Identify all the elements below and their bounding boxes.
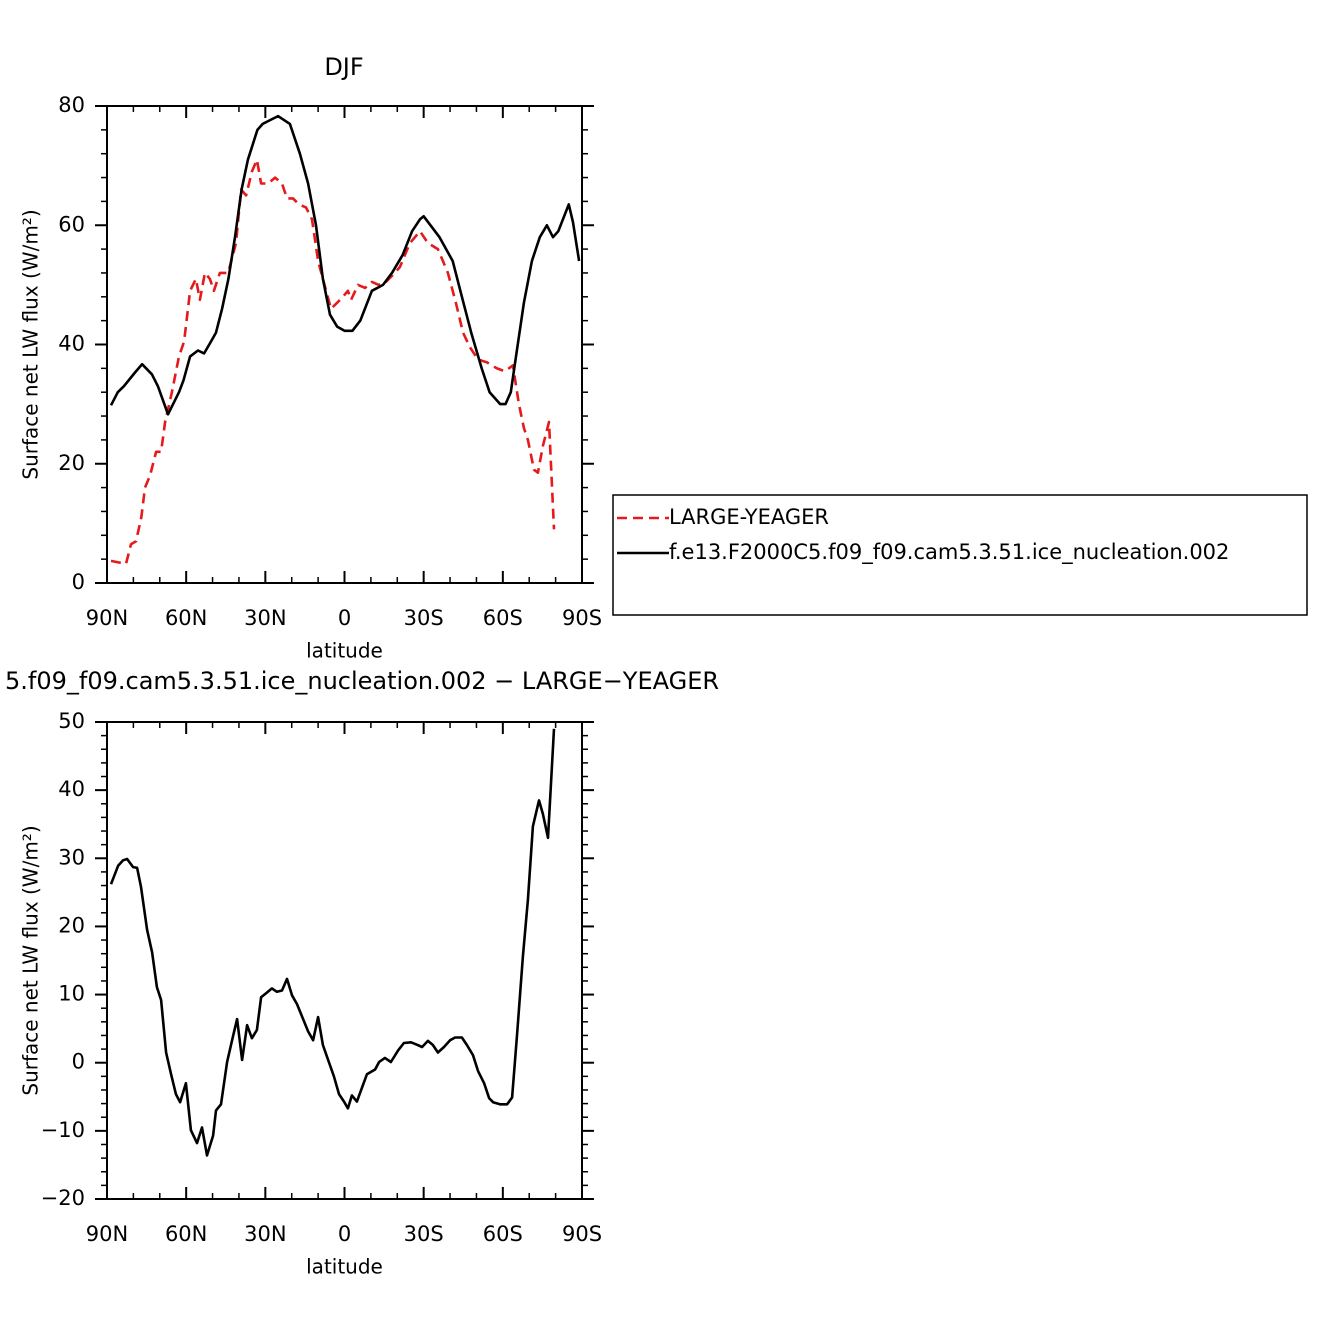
y-tick-label: 20 [58, 451, 85, 475]
x-tick-label: 90S [562, 606, 602, 630]
x-tick-label: 30S [404, 606, 444, 630]
series-line [109, 728, 556, 1157]
chart-title: DJF [324, 53, 363, 81]
x-tick-label: 60N [165, 606, 207, 630]
y-tick-label: 60 [58, 212, 85, 236]
y-tick-label: 0 [72, 570, 85, 594]
x-axis-label: latitude [306, 639, 383, 663]
chart-title: 5.f09_f09.cam5.3.51.ice_nucleation.002 −… [5, 667, 719, 695]
y-tick-label: −10 [41, 1118, 85, 1142]
y-tick-label: 50 [58, 709, 85, 733]
x-tick-label: 0 [338, 606, 351, 630]
x-tick-label: 60S [483, 1222, 523, 1246]
x-tick-label: 30S [404, 1222, 444, 1246]
y-tick-label: 40 [58, 777, 85, 801]
x-tick-label: 60N [165, 1222, 207, 1246]
y-axis-label: Surface net LW flux (W/m²) [19, 825, 43, 1095]
plot-frame [106, 105, 583, 584]
plot-frame [106, 721, 583, 1200]
legend-label: LARGE-YEAGER [669, 505, 829, 529]
y-tick-label: 30 [58, 845, 85, 869]
y-tick-label: 40 [58, 332, 85, 356]
legend-label: f.e13.F2000C5.f09_f09.cam5.3.51.ice_nucl… [669, 540, 1229, 565]
x-tick-label: 60S [483, 606, 523, 630]
y-tick-label: 80 [58, 93, 85, 117]
y-tick-label: 20 [58, 913, 85, 937]
series-line [110, 158, 556, 566]
x-axis-label: latitude [306, 1255, 383, 1279]
y-tick-label: −20 [41, 1186, 85, 1210]
y-axis-label: Surface net LW flux (W/m²) [19, 209, 43, 479]
x-tick-label: 90N [86, 1222, 128, 1246]
series-line [109, 114, 581, 416]
x-tick-label: 30N [244, 1222, 286, 1246]
x-tick-label: 0 [338, 1222, 351, 1246]
legend-box [612, 494, 1308, 616]
x-tick-label: 90S [562, 1222, 602, 1246]
y-tick-label: 0 [72, 1050, 85, 1074]
x-tick-label: 90N [86, 606, 128, 630]
y-tick-label: 10 [58, 982, 85, 1006]
x-tick-label: 30N [244, 606, 286, 630]
